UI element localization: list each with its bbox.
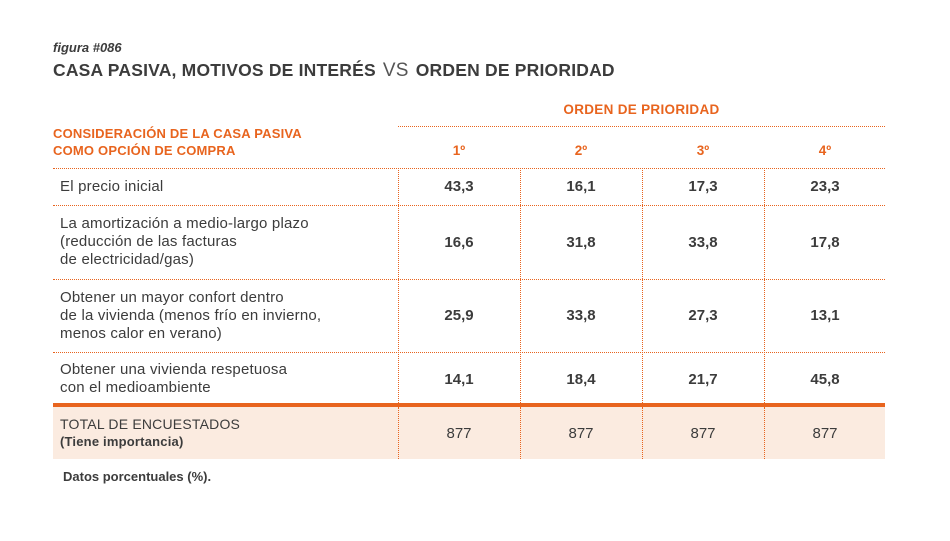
row-header: CONSIDERACIÓN DE LA CASA PASIVA COMO OPC… bbox=[53, 125, 302, 159]
table-cell: 21,7 bbox=[688, 371, 718, 388]
priority-header-divider bbox=[398, 126, 885, 127]
title-part-1: CASA PASIVA, MOTIVOS DE INTERÉS bbox=[53, 60, 376, 80]
total-column-divider-3 bbox=[642, 407, 643, 459]
row-label-line: con el medioambiente bbox=[60, 379, 211, 396]
row-label-line: Obtener un mayor confort dentro bbox=[60, 289, 284, 306]
table-cell: 23,3 bbox=[810, 178, 840, 195]
row-label-line: de la vivienda (menos frío en invierno, bbox=[60, 307, 322, 324]
table-cell: 13,1 bbox=[810, 307, 840, 324]
table-cell: 25,9 bbox=[444, 307, 474, 324]
total-cell: 877 bbox=[812, 425, 838, 442]
footnote: Datos porcentuales (%). bbox=[63, 469, 212, 484]
row-label-medioambiente: Obtener una vivienda respetuosa con el m… bbox=[60, 361, 287, 397]
row-divider-header bbox=[53, 168, 885, 169]
table-cell: 17,8 bbox=[810, 234, 840, 251]
table-cell: 43,3 bbox=[444, 178, 474, 195]
total-row-label: TOTAL DE ENCUESTADOS (Tiene importancia) bbox=[60, 415, 240, 451]
column-divider-3 bbox=[642, 168, 643, 459]
table-cell: 31,8 bbox=[566, 234, 596, 251]
table-cell: 33,8 bbox=[688, 234, 718, 251]
figure-title: CASA PASIVA, MOTIVOS DE INTERÉS VS ORDEN… bbox=[53, 60, 615, 82]
figure-label: figura #086 bbox=[53, 40, 122, 55]
column-divider-2 bbox=[520, 168, 521, 459]
total-row-background bbox=[53, 405, 885, 459]
table-cell: 45,8 bbox=[810, 371, 840, 388]
row-divider-2 bbox=[53, 279, 885, 280]
total-label-main: TOTAL DE ENCUESTADOS bbox=[60, 416, 241, 432]
total-column-divider-4 bbox=[764, 407, 765, 459]
row-label-line: de electricidad/gas) bbox=[60, 251, 195, 268]
row-label-line: (reducción de las facturas bbox=[60, 233, 237, 250]
table-cell: 16,1 bbox=[566, 178, 596, 195]
table-cell: 33,8 bbox=[566, 307, 596, 324]
column-header-4: 4º bbox=[818, 143, 832, 158]
table-cell: 27,3 bbox=[688, 307, 718, 324]
column-header-1: 1º bbox=[452, 143, 466, 158]
row-label-line: Obtener una vivienda respetuosa bbox=[60, 361, 288, 378]
row-label-confort: Obtener un mayor confort dentro de la vi… bbox=[60, 289, 321, 343]
row-label-line: La amortización a medio-largo plazo bbox=[60, 215, 309, 232]
row-label-line: menos calor en verano) bbox=[60, 325, 222, 342]
row-header-line-1: CONSIDERACIÓN DE LA CASA PASIVA bbox=[53, 126, 302, 141]
total-cell: 877 bbox=[568, 425, 594, 442]
total-cell: 877 bbox=[446, 425, 472, 442]
row-label-precio-inicial: El precio inicial bbox=[60, 178, 163, 196]
row-label-line: El precio inicial bbox=[60, 178, 164, 195]
total-row-rule bbox=[53, 403, 885, 407]
column-header-3: 3º bbox=[696, 143, 710, 158]
table-cell: 16,6 bbox=[444, 234, 474, 251]
table-cell: 14,1 bbox=[444, 371, 474, 388]
total-cell: 877 bbox=[690, 425, 716, 442]
row-label-amortizacion: La amortización a medio-largo plazo (red… bbox=[60, 215, 309, 269]
title-part-2: ORDEN DE PRIORIDAD bbox=[415, 60, 615, 80]
table-cell: 18,4 bbox=[566, 371, 596, 388]
column-header-2: 2º bbox=[574, 143, 588, 158]
row-divider-1 bbox=[53, 205, 885, 206]
column-divider-4 bbox=[764, 168, 765, 459]
total-column-divider-1 bbox=[398, 407, 399, 459]
total-label-sub: (Tiene importancia) bbox=[60, 434, 184, 449]
priority-group-header: ORDEN DE PRIORIDAD bbox=[563, 102, 720, 117]
column-divider-1 bbox=[398, 168, 399, 459]
total-column-divider-2 bbox=[520, 407, 521, 459]
title-vs: VS bbox=[382, 60, 409, 81]
table-cell: 17,3 bbox=[688, 178, 718, 195]
row-divider-3 bbox=[53, 352, 885, 353]
row-header-line-2: COMO OPCIÓN DE COMPRA bbox=[53, 143, 236, 158]
